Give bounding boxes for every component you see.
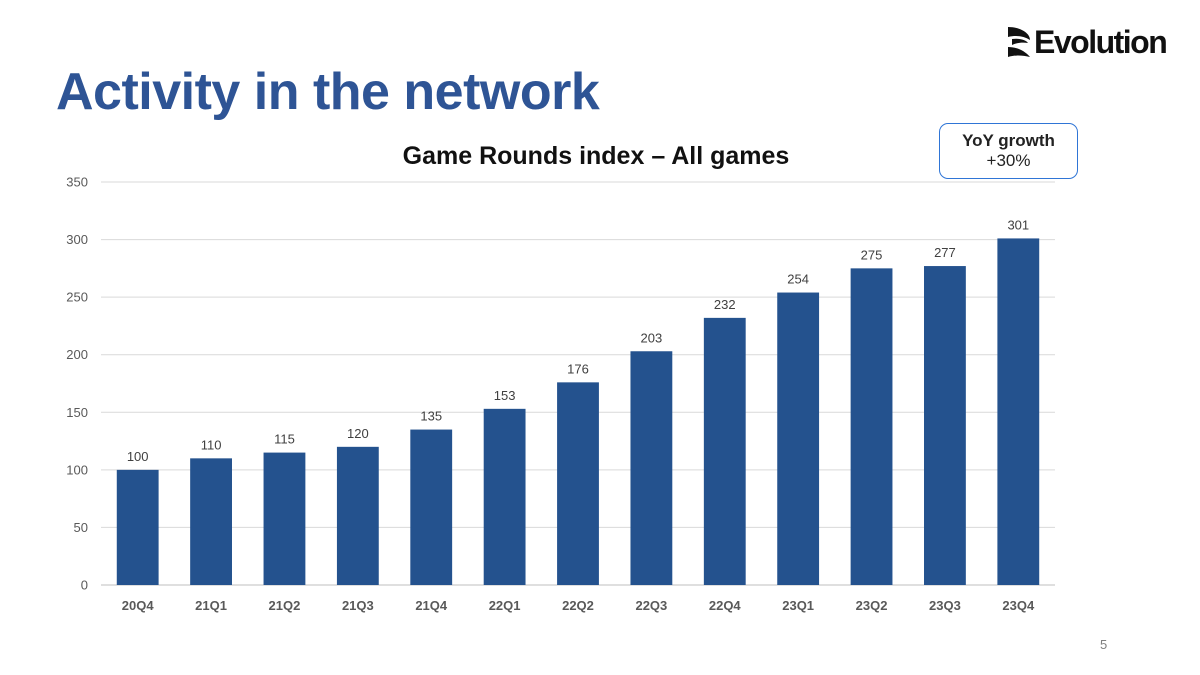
x-tick-label: 21Q3 bbox=[342, 598, 374, 613]
y-tick-label: 150 bbox=[66, 405, 88, 420]
data-label: 176 bbox=[567, 361, 589, 376]
x-tick-label: 23Q4 bbox=[1002, 598, 1035, 613]
bar-22Q4 bbox=[703, 317, 746, 585]
y-tick-label: 300 bbox=[66, 232, 88, 247]
y-tick-label: 250 bbox=[66, 290, 88, 305]
y-tick-label: 350 bbox=[66, 175, 88, 190]
bar-21Q3 bbox=[336, 446, 379, 585]
y-tick-label: 0 bbox=[81, 578, 88, 593]
yoy-growth-label: YoY growth bbox=[962, 131, 1055, 151]
page-title: Activity in the network bbox=[56, 63, 600, 121]
bar-21Q1 bbox=[190, 458, 232, 585]
data-label: 232 bbox=[714, 297, 736, 312]
x-tick-label: 22Q4 bbox=[709, 598, 742, 613]
x-tick-label: 21Q4 bbox=[415, 598, 448, 613]
y-tick-label: 50 bbox=[74, 520, 88, 535]
bar-21Q4 bbox=[410, 429, 453, 585]
data-label: 254 bbox=[787, 272, 809, 287]
logo-text: Evolution bbox=[1034, 24, 1168, 60]
bar-22Q3 bbox=[630, 351, 673, 585]
bar-23Q1 bbox=[777, 292, 820, 585]
x-tick-label: 23Q3 bbox=[929, 598, 961, 613]
x-tick-label: 22Q2 bbox=[562, 598, 594, 613]
x-tick-label: 23Q1 bbox=[782, 598, 814, 613]
data-label: 301 bbox=[1007, 217, 1029, 232]
bar-23Q3 bbox=[924, 266, 966, 585]
y-tick-label: 200 bbox=[66, 347, 88, 362]
data-label: 135 bbox=[420, 409, 442, 424]
evolution-logo: Evolution bbox=[1006, 24, 1168, 60]
data-label: 100 bbox=[127, 449, 149, 464]
x-tick-label: 21Q2 bbox=[269, 598, 301, 613]
evolution-logo-icon bbox=[1008, 27, 1030, 57]
x-tick-label: 20Q4 bbox=[122, 598, 155, 613]
data-label: 203 bbox=[641, 330, 663, 345]
data-label: 120 bbox=[347, 426, 369, 441]
chart-title: Game Rounds index – All games bbox=[403, 142, 790, 170]
data-label: 277 bbox=[934, 245, 956, 260]
bar-21Q2 bbox=[263, 452, 306, 585]
bar-23Q4 bbox=[997, 238, 1040, 586]
bar-22Q2 bbox=[557, 382, 599, 585]
data-label: 153 bbox=[494, 388, 516, 403]
data-label: 110 bbox=[201, 437, 222, 452]
bar-20Q4 bbox=[116, 469, 159, 585]
x-tick-label: 21Q1 bbox=[195, 598, 227, 613]
yoy-growth-box: YoY growth +30% bbox=[939, 123, 1078, 179]
yoy-growth-value: +30% bbox=[986, 151, 1031, 170]
y-tick-label: 100 bbox=[66, 462, 88, 477]
x-tick-label: 22Q3 bbox=[635, 598, 667, 613]
data-label: 275 bbox=[861, 247, 883, 262]
x-tick-label: 22Q1 bbox=[489, 598, 521, 613]
bar-23Q2 bbox=[850, 268, 893, 585]
data-label: 115 bbox=[274, 432, 295, 447]
x-tick-label: 23Q2 bbox=[856, 598, 888, 613]
bar-22Q1 bbox=[483, 408, 526, 585]
page-number: 5 bbox=[1100, 637, 1108, 652]
